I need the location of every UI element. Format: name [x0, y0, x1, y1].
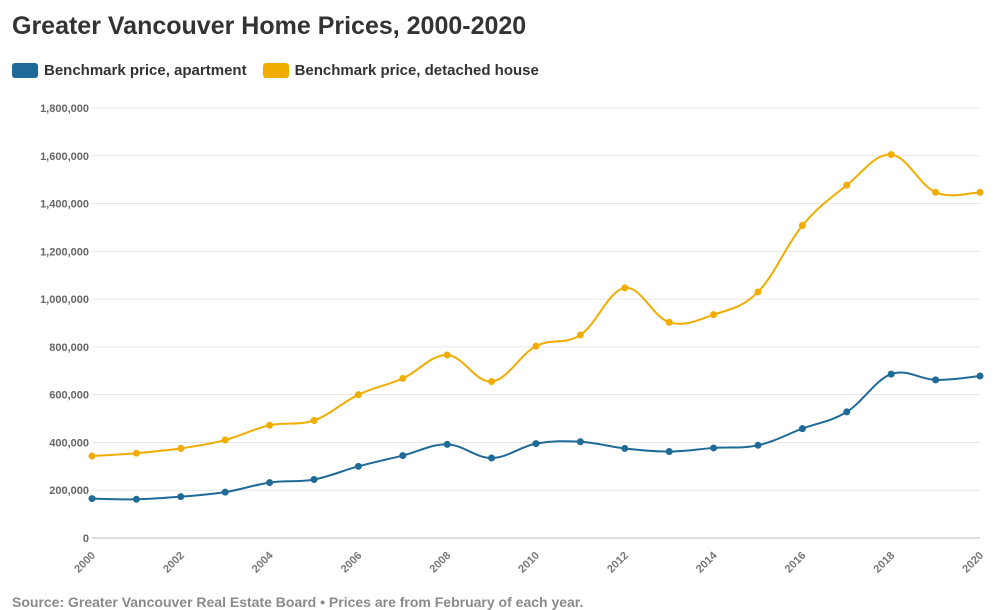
data-point-apartment	[932, 376, 940, 384]
data-point-detached-house	[887, 151, 895, 159]
y-tick-label: 800,000	[49, 342, 89, 354]
x-tick-label: 2016	[783, 550, 809, 576]
data-point-detached-house	[621, 284, 629, 292]
data-point-detached-house	[177, 444, 185, 452]
x-tick-label: 2014	[694, 549, 720, 575]
x-tick-label: 2000	[72, 550, 98, 576]
legend-item-apartment[interactable]: Benchmark price, apartment	[12, 62, 247, 79]
y-tick-label: 1,200,000	[40, 246, 89, 258]
y-tick-label: 0	[83, 533, 89, 545]
legend-swatch-detached-house	[262, 63, 289, 78]
x-tick-label: 2012	[605, 550, 631, 576]
chart-title: Greater Vancouver Home Prices, 2000-2020	[12, 12, 527, 40]
data-point-detached-house	[399, 374, 407, 382]
data-point-apartment	[710, 444, 718, 452]
data-point-detached-house	[221, 436, 229, 444]
x-tick-label: 2020	[960, 550, 986, 576]
y-tick-label: 600,000	[49, 390, 89, 402]
data-point-detached-house	[576, 331, 584, 339]
data-point-apartment	[488, 454, 496, 462]
x-tick-label: 2006	[339, 550, 365, 576]
data-point-apartment	[976, 372, 984, 380]
data-point-apartment	[887, 370, 895, 378]
x-tick-label: 2008	[428, 550, 454, 576]
y-tick-label: 1,000,000	[40, 294, 89, 306]
data-point-detached-house	[443, 351, 451, 359]
y-tick-label: 1,400,000	[40, 199, 89, 211]
data-point-apartment	[576, 438, 584, 446]
data-point-detached-house	[976, 188, 984, 196]
data-point-apartment	[399, 452, 407, 460]
legend-label-detached-house: Benchmark price, detached house	[294, 62, 539, 79]
source-note: Source: Greater Vancouver Real Estate Bo…	[12, 594, 584, 610]
legend: Benchmark price, apartment Benchmark pri…	[12, 62, 555, 79]
data-point-apartment	[132, 495, 140, 503]
legend-swatch-apartment	[12, 63, 38, 78]
data-point-detached-house	[532, 342, 540, 350]
data-point-apartment	[310, 475, 318, 483]
series-line-apartment	[91, 371, 981, 501]
data-point-apartment	[621, 444, 629, 452]
x-tick-label: 2010	[516, 550, 542, 576]
series-line-detached-house	[91, 153, 981, 458]
data-point-apartment	[665, 448, 673, 456]
data-point-detached-house	[88, 452, 96, 460]
data-point-apartment	[266, 479, 274, 487]
data-point-detached-house	[266, 421, 274, 429]
y-tick-label: 1,600,000	[40, 151, 89, 163]
legend-label-apartment: Benchmark price, apartment	[44, 62, 247, 79]
data-point-apartment	[443, 440, 451, 448]
data-point-apartment	[798, 425, 806, 433]
legend-item-detached-house[interactable]: Benchmark price, detached house	[262, 62, 539, 79]
x-tick-label: 2002	[161, 550, 187, 576]
data-point-detached-house	[710, 311, 718, 319]
data-point-detached-house	[932, 188, 940, 196]
data-point-detached-house	[798, 222, 806, 230]
y-tick-label: 400,000	[49, 437, 89, 449]
data-point-detached-house	[132, 449, 140, 457]
data-point-detached-house	[488, 378, 496, 386]
data-point-detached-house	[754, 288, 762, 296]
data-point-detached-house	[665, 318, 673, 326]
x-tick-label: 2018	[872, 550, 898, 576]
data-point-apartment	[88, 495, 96, 503]
x-tick-label: 2004	[250, 549, 276, 575]
data-point-detached-house	[310, 416, 318, 424]
data-point-detached-house	[354, 391, 362, 399]
y-tick-label: 200,000	[49, 485, 89, 497]
data-point-apartment	[754, 441, 762, 449]
data-point-apartment	[843, 408, 851, 416]
data-point-apartment	[177, 493, 185, 501]
data-point-detached-house	[843, 181, 851, 189]
data-point-apartment	[221, 488, 229, 496]
data-point-apartment	[532, 440, 540, 448]
y-tick-label: 1,800,000	[40, 103, 89, 115]
data-point-apartment	[354, 462, 362, 470]
